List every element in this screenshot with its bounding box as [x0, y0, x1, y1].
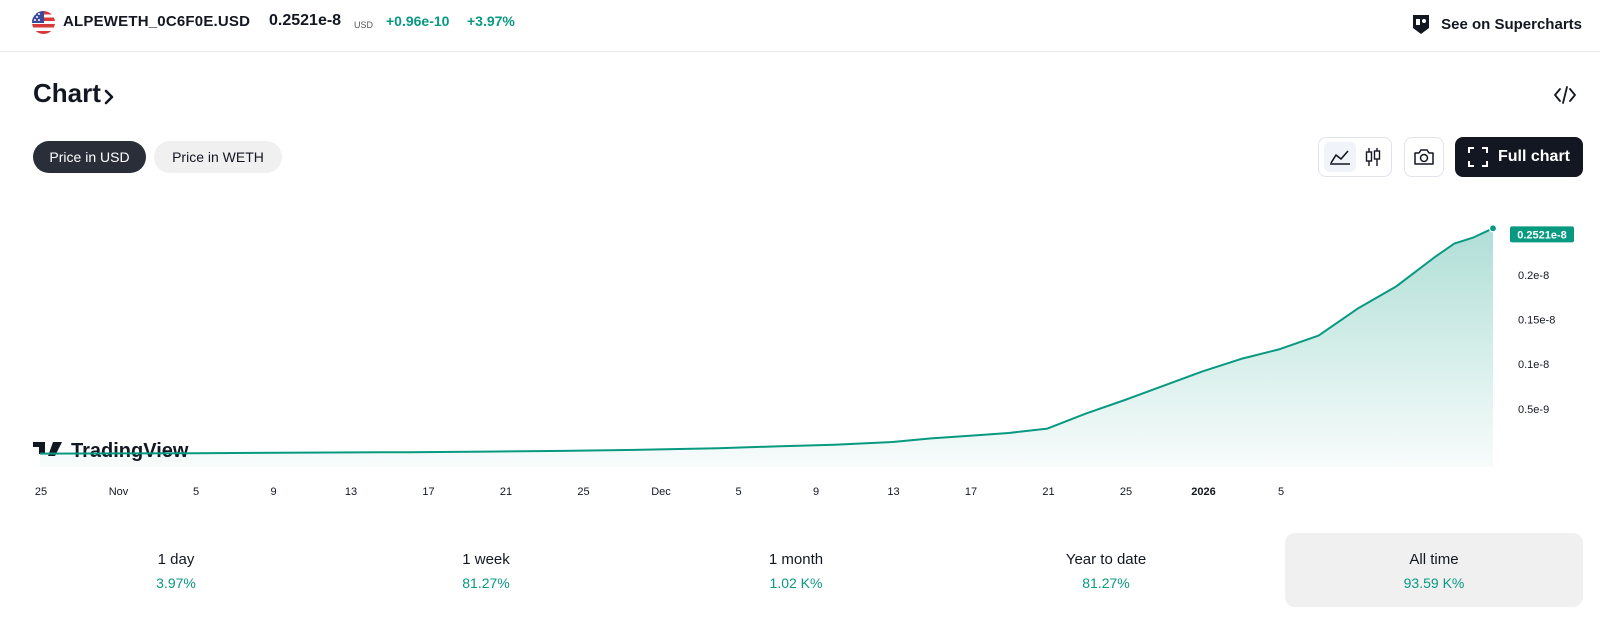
camera-icon [1414, 149, 1434, 165]
y-tick-label: 0.15e-8 [1518, 315, 1555, 327]
price-currency: USD [354, 20, 374, 30]
performance-summary: 1 day 3.97% 1 week 81.27% 1 month 1.02 K… [33, 533, 1583, 607]
period-change: 81.27% [462, 575, 510, 591]
x-tick-label: 25 [577, 486, 589, 498]
tradingview-logo-icon [33, 442, 62, 456]
area-chart-button[interactable] [1324, 142, 1356, 172]
period-change: 1.02 K% [769, 575, 823, 591]
period-year-to-date[interactable]: Year to date 81.27% [963, 533, 1249, 607]
period-change: 93.59 K% [1403, 575, 1465, 591]
last-value-label: 0.2521e-8 [1517, 229, 1567, 241]
full-chart-button[interactable]: Full chart [1455, 137, 1583, 177]
x-tick-label: 9 [813, 486, 819, 498]
screenshot-button[interactable] [1404, 137, 1444, 177]
full-chart-label: Full chart [1497, 148, 1570, 165]
period-1-month[interactable]: 1 month 1.02 K% [653, 533, 939, 607]
x-tick-label: 13 [887, 486, 899, 498]
x-tick-label: 9 [270, 486, 276, 498]
x-tick-label: 17 [422, 486, 434, 498]
price-in-weth-toggle[interactable]: Price in WETH [154, 141, 282, 173]
x-tick-label: 5 [193, 486, 199, 498]
price-chart[interactable]: TradingView 0.5e-90.1e-80.15e-80.2e-8 25… [0, 190, 1600, 510]
tradingview-badge-icon [1413, 15, 1430, 34]
embed-code-icon[interactable] [1553, 84, 1577, 106]
candlestick-icon [1365, 148, 1381, 166]
symbol-name: ALPEWETH_0C6F0E.USD [63, 13, 251, 30]
candlestick-chart-button[interactable] [1358, 142, 1388, 172]
price-in-usd-toggle[interactable]: Price in USD [33, 141, 146, 173]
period-label: 1 week [462, 551, 510, 568]
x-tick-label: 21 [1042, 486, 1054, 498]
chart-style-switcher [1318, 137, 1392, 177]
x-tick-label: Dec [651, 486, 671, 498]
supercharts-label: See on Supercharts [1441, 15, 1582, 33]
x-tick-label: 5 [735, 486, 741, 498]
period-change: 3.97% [156, 575, 196, 591]
area-chart-icon [1330, 150, 1350, 165]
period-all-time[interactable]: All time 93.59 K% [1285, 533, 1583, 607]
us-flag-icon [32, 11, 55, 34]
x-tick-label: 21 [500, 486, 512, 498]
x-tick-label: 2026 [1191, 486, 1215, 498]
x-tick-label: 5 [1278, 486, 1284, 498]
y-tick-label: 0.2e-8 [1518, 270, 1549, 282]
period-label: 1 day [157, 551, 195, 568]
x-tick-label: 25 [1120, 486, 1132, 498]
period-change: 81.27% [1082, 575, 1130, 591]
last-value-badge [1510, 226, 1574, 243]
period-label: All time [1409, 551, 1459, 568]
period-label: Year to date [1065, 551, 1147, 568]
chevron-right-icon[interactable] [103, 84, 117, 106]
price-change-percent: +3.97% [467, 13, 515, 29]
period-1-week[interactable]: 1 week 81.27% [343, 533, 629, 607]
y-tick-label: 0.1e-8 [1518, 359, 1549, 371]
see-on-supercharts-link[interactable]: See on Supercharts [1409, 11, 1582, 37]
period-label: 1 month [768, 551, 824, 568]
price-line [39, 227, 1494, 455]
y-tick-label: 0.5e-9 [1518, 404, 1549, 416]
last-price: 0.2521e-8 [269, 12, 342, 29]
price-area-fill [40, 228, 1493, 467]
period-1-day[interactable]: 1 day 3.97% [33, 533, 319, 607]
chart-section-title[interactable]: Chart [33, 78, 101, 108]
x-tick-label: 13 [345, 486, 357, 498]
last-price-point [1488, 224, 1498, 233]
symbol-header: ALPEWETH_0C6F0E.USD 0.2521e-8 USD +0.96e… [0, 0, 1600, 52]
price-change: +0.96e-10 [386, 13, 450, 29]
x-tick-label: Nov [109, 486, 129, 498]
x-tick-label: 25 [35, 486, 47, 498]
x-tick-label: 17 [965, 486, 977, 498]
fullscreen-icon [1467, 147, 1488, 167]
